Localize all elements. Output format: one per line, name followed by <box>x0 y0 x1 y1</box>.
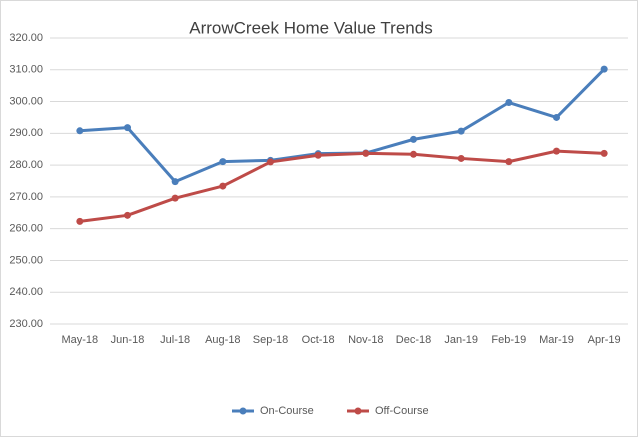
x-tick-label: Aug-18 <box>205 334 240 346</box>
x-tick-label: May-18 <box>61 334 98 346</box>
data-point <box>362 149 370 157</box>
x-tick-label: Jan-19 <box>444 334 478 346</box>
x-tick-label: Mar-19 <box>539 334 574 346</box>
legend-label: Off-Course <box>375 405 429 417</box>
y-tick-label: 270.00 <box>9 191 43 203</box>
y-tick-label: 230.00 <box>9 318 43 330</box>
legend-marker <box>354 407 362 415</box>
data-point <box>124 124 131 132</box>
data-point <box>410 150 417 158</box>
y-tick-label: 260.00 <box>9 223 43 235</box>
x-tick-label: Oct-18 <box>302 334 335 346</box>
x-tick-label: Dec-18 <box>396 334 431 346</box>
data-point <box>76 217 84 225</box>
data-point <box>600 65 608 73</box>
y-tick-label: 290.00 <box>9 127 43 139</box>
data-point <box>457 127 465 135</box>
data-point <box>219 182 227 190</box>
data-point <box>505 99 513 107</box>
y-tick-label: 320.00 <box>9 32 43 44</box>
y-tick-label: 300.00 <box>9 95 43 107</box>
y-tick-label: 280.00 <box>9 159 43 171</box>
data-point <box>553 113 560 121</box>
x-tick-label: Jun-18 <box>111 334 145 346</box>
x-tick-label: Apr-19 <box>588 334 621 346</box>
data-point <box>171 194 179 202</box>
chart-title: ArrowCreek Home Value Trends <box>189 18 432 37</box>
data-point <box>600 149 608 157</box>
x-tick-label: Feb-19 <box>491 334 526 346</box>
x-tick-label: Sep-18 <box>253 334 288 346</box>
data-point <box>505 158 513 166</box>
data-point <box>171 178 179 186</box>
data-point <box>553 147 560 155</box>
x-tick-label: Jul-18 <box>160 334 190 346</box>
data-point <box>267 158 274 166</box>
data-point <box>124 211 131 219</box>
data-point <box>457 154 465 162</box>
data-point <box>314 151 322 159</box>
data-point <box>410 135 417 143</box>
data-point <box>76 127 84 135</box>
legend-label: On-Course <box>260 405 314 417</box>
data-point <box>219 158 227 166</box>
x-tick-label: Nov-18 <box>348 334 383 346</box>
series-line <box>79 149 605 223</box>
y-tick-label: 250.00 <box>9 254 43 266</box>
y-tick-label: 240.00 <box>9 286 43 298</box>
y-tick-label: 310.00 <box>9 64 43 76</box>
legend-marker <box>239 407 247 415</box>
